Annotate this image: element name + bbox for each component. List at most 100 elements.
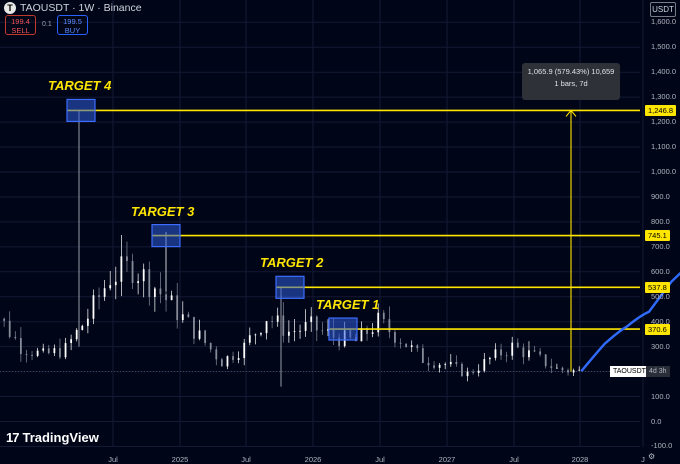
- candle-body: [142, 269, 145, 282]
- y-tick-label: 400.0: [651, 316, 670, 326]
- candles-layer: [3, 109, 581, 387]
- tradingview-logo[interactable]: 17 TradingView: [6, 430, 99, 445]
- y-tick-label: 1,600.0: [651, 17, 677, 27]
- candle-body: [92, 295, 95, 319]
- candle-body: [293, 331, 296, 333]
- y-tick-label: 1,100.0: [651, 142, 677, 152]
- sell-button[interactable]: 199.4 SELL: [5, 15, 36, 35]
- target-price-tag: 1,246.8: [645, 104, 677, 116]
- candle-body: [287, 331, 290, 336]
- x-tick-label: 2028: [571, 455, 589, 464]
- x-tick-label: Jul: [108, 455, 118, 464]
- buy-button[interactable]: 199.5 BUY: [57, 15, 88, 35]
- currency-unit-button[interactable]: USDT: [650, 2, 676, 17]
- x-tick-label: Jul: [241, 455, 251, 464]
- candle-body: [410, 345, 413, 348]
- candle-body: [53, 348, 56, 354]
- measure-bars: 1 bars, 7d: [554, 79, 588, 88]
- candle-body: [505, 355, 508, 357]
- candle-body: [477, 370, 480, 373]
- measure-arrow-icon: [565, 109, 577, 117]
- candle-body: [461, 363, 463, 377]
- candle-body: [243, 342, 246, 359]
- candle-body: [488, 357, 491, 360]
- candle-body: [47, 348, 50, 354]
- candle-body: [98, 295, 100, 297]
- candle-body: [522, 347, 525, 358]
- y-tick-label: 100.0: [651, 391, 670, 401]
- y-tick-label: 700.0: [651, 241, 670, 251]
- candle-body: [159, 288, 162, 295]
- candle-body: [75, 329, 78, 340]
- candle-body: [14, 336, 17, 339]
- candle-body: [232, 356, 234, 360]
- tradingview-brand: TradingView: [22, 430, 99, 445]
- candle-body: [42, 348, 45, 351]
- target-box: [151, 223, 181, 248]
- candle-body: [444, 364, 447, 366]
- candle-body: [500, 349, 502, 356]
- candle-body: [338, 337, 341, 347]
- candle-body: [36, 350, 39, 356]
- target-box: [275, 275, 305, 299]
- symbol-logo-icon: T: [4, 2, 16, 14]
- candle-body: [153, 288, 156, 297]
- target-label: TARGET 1: [316, 297, 380, 313]
- target-price-tag: 370.6: [645, 323, 670, 335]
- candle-body: [187, 314, 190, 318]
- candle-body: [70, 339, 73, 344]
- candle-body: [209, 343, 212, 350]
- candle-body: [555, 367, 558, 369]
- candle-body: [25, 354, 28, 355]
- candle-body: [371, 332, 374, 334]
- candle-body: [310, 316, 313, 323]
- candle-body: [550, 366, 553, 368]
- projection-layer: [580, 271, 680, 372]
- candle-body: [528, 350, 530, 358]
- y-tick-label: -100.0: [651, 441, 673, 451]
- candle-body: [388, 319, 391, 333]
- candle-body: [449, 361, 452, 365]
- candle-body: [578, 369, 581, 371]
- candle-body: [321, 330, 324, 332]
- candle-body: [248, 335, 251, 343]
- candle-body: [3, 318, 6, 321]
- candle-body: [533, 350, 536, 352]
- candle-body: [494, 349, 497, 358]
- buy-label: BUY: [64, 26, 81, 35]
- chart-header: T TAOUSDT · 1W · Binance: [4, 2, 142, 14]
- y-tick-label: 900.0: [651, 191, 670, 201]
- measure-tooltip: 1,065.9 (579.43%) 10,659 1 bars, 7d: [522, 63, 620, 100]
- candle-body: [299, 330, 301, 332]
- candle-body: [109, 285, 112, 289]
- candle-body: [483, 359, 486, 371]
- candle-body: [360, 328, 363, 342]
- candle-body: [561, 367, 564, 371]
- candle-body: [276, 315, 279, 322]
- candle-body: [366, 328, 368, 334]
- candle-body: [81, 325, 84, 330]
- buy-price: 199.5: [63, 17, 82, 26]
- y-tick-label: 500.0: [651, 291, 670, 301]
- x-tick-label: Jul: [375, 455, 385, 464]
- candle-body: [148, 269, 151, 297]
- target-price-tag: 745.1: [645, 230, 670, 242]
- candle-body: [472, 371, 475, 373]
- candle-body: [64, 343, 67, 358]
- candle-body: [416, 345, 419, 349]
- targets-layer: [66, 98, 640, 372]
- candle-body: [516, 342, 519, 348]
- candle-body: [327, 329, 329, 331]
- gear-icon[interactable]: ⚙: [648, 452, 656, 461]
- candle-body: [377, 312, 380, 333]
- y-tick-label: 1,400.0: [651, 67, 677, 77]
- spread-value: 0.1: [42, 21, 52, 28]
- candle-body: [567, 370, 569, 373]
- candle-body: [511, 342, 514, 356]
- measure-change: 1,065.9 (579.43%) 10,659: [527, 67, 615, 76]
- candle-body: [126, 256, 128, 262]
- candle-body: [86, 318, 89, 326]
- candle-body: [137, 281, 140, 284]
- candle-body: [120, 256, 123, 282]
